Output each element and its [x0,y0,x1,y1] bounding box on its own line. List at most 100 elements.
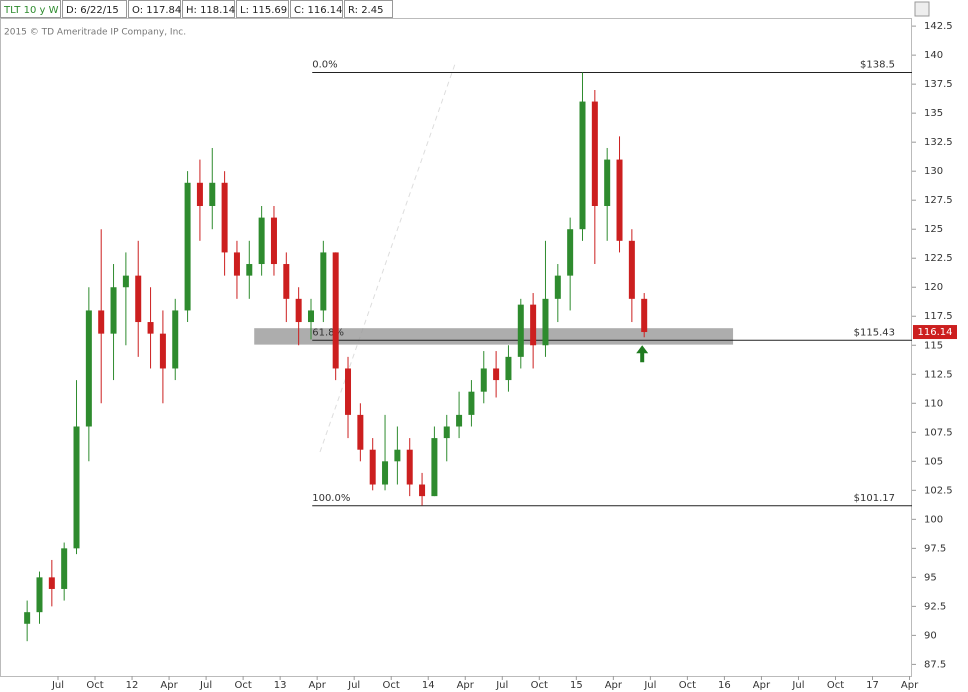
x-tick-label: Oct [383,680,400,691]
candle-body [246,264,253,276]
x-tick-label: Oct [679,680,696,691]
y-tick-label: 122.5 [924,253,953,264]
y-tick-label: 107.5 [924,427,953,438]
candle-body [73,426,80,549]
y-tick-label: 117.5 [924,311,953,322]
candle-body [98,310,105,334]
header-cell [182,0,235,18]
plot-frame [0,18,912,677]
candle-body [530,304,537,346]
candle-body [468,391,475,415]
candle-body [135,275,142,323]
candle-body [419,484,426,497]
x-tick-label: Apr [605,680,623,691]
candle-body [233,252,240,276]
x-tick-label: Jul [347,680,360,691]
y-tick-label: 125 [924,224,943,235]
candle-body [456,414,463,427]
candle-body [36,577,43,613]
header-text: TLT 10 y W [3,5,59,16]
y-tick-label: 95 [924,572,937,583]
x-tick-label: 13 [274,680,287,691]
candle-body [184,182,191,311]
fib-pct: 0.0% [312,60,337,71]
x-tick-label: Jul [51,680,64,691]
header-text: H: 118.14 [186,5,235,16]
fib-price: $101.17 [854,493,895,504]
plot: 87.5 90 92.5 95 97.5 100 102.5 105 107.5 110 112.5… [24,21,957,691]
x-tick-label: Apr [309,680,327,691]
x-tick-label: 15 [570,680,583,691]
x-tick-label: Jul [643,680,656,691]
header-cell [236,0,289,18]
y-tick-label: 120 [924,282,943,293]
y-tick-label: 137.5 [924,79,953,90]
header-text: L: 115.69 [240,5,287,16]
header-cell [62,0,127,18]
y-tick-label: 102.5 [924,485,953,496]
x-tick-label: Oct [234,680,251,691]
candle-body [283,264,290,299]
header: TLT 10 y W D: 6/22/15 O: 117.84 H: 118.14 L:… [0,0,393,18]
x-tick-label: Apr [753,680,771,691]
x-tick-label: Apr [457,680,475,691]
y-tick-label: 90 [924,630,937,641]
candle-body [61,548,68,589]
header-text: O: 117.84 [132,5,181,16]
y-tick-label: 135 [924,108,943,119]
header-cell [0,0,61,18]
price-tag [913,325,957,340]
candle-body [641,298,648,333]
scroll-button[interactable] [914,1,930,17]
x-tick-label: Apr [160,680,178,691]
candle-body [221,182,228,253]
fib-price: $115.43 [854,327,895,338]
candle-body [443,426,450,439]
candle-body [122,275,129,288]
candle-body [48,577,55,589]
x-tick-label: Oct [827,680,844,691]
candle-body [493,368,500,381]
y-tick-label: 142.5 [924,21,953,32]
candle-body [320,252,327,311]
candle-body [505,356,512,381]
trend-line [319,63,456,453]
y-tick-label: 105 [924,456,943,467]
header-text: R: 2.45 [348,5,383,16]
candle-body [567,229,574,276]
candle-body [382,461,389,485]
fib-price: $138.5 [860,60,895,71]
candle-body [258,217,265,265]
x-tick-label: Oct [531,680,548,691]
candle-body [24,612,31,624]
candle-body [554,275,561,299]
arrow [636,345,649,363]
candle-body [345,368,352,415]
candle-body [332,252,339,369]
header-cell [128,0,181,18]
candle-body [480,368,487,392]
candle-body [196,182,203,206]
header-cell [344,0,393,18]
candle-body [406,449,413,485]
x-tick-label: 12 [126,680,139,691]
x-tick-label: Jul [791,680,804,691]
x-tick-label: Apr [901,680,919,691]
y-tick-label: 92.5 [924,601,946,612]
y-tick-label: 115 [924,340,943,351]
candle-body [85,310,92,427]
candle-body [628,240,635,299]
x-tick-label: Oct [86,680,103,691]
header-text: C: 116.14 [294,5,343,16]
candle-body [209,182,216,206]
candle-body [579,101,586,230]
candle-body [616,159,623,241]
y-tick-label: 110 [924,398,943,409]
header-text: D: 6/22/15 [66,5,119,16]
candle-body [307,310,314,323]
x-tick-label: 14 [422,680,435,691]
header-cell [290,0,343,18]
candle-body [270,217,277,265]
